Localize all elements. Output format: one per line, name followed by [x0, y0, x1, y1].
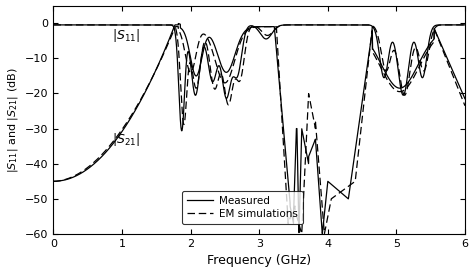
- Line: Measured: Measured: [54, 25, 465, 131]
- EM simulations: [151, 23, 156, 26]
- Text: |$S_{11}$|: |$S_{11}$|: [112, 27, 140, 44]
- EM simulations: [148, 23, 154, 26]
- Measured: [462, 23, 468, 26]
- EM simulations: [146, 23, 152, 26]
- EM simulations: [206, 54, 211, 57]
- EM simulations: [51, 23, 56, 26]
- EM simulations: [181, 123, 187, 126]
- Text: |$S_{21}$|: |$S_{21}$|: [112, 131, 140, 148]
- EM simulations: [235, 79, 241, 82]
- EM simulations: [462, 23, 468, 26]
- Measured: [151, 23, 156, 26]
- Y-axis label: |$S_{11}$| and |$S_{21}$| (dB): |$S_{11}$| and |$S_{21}$| (dB): [6, 67, 19, 173]
- Measured: [235, 74, 241, 77]
- Measured: [148, 23, 154, 26]
- Measured: [459, 23, 465, 26]
- Measured: [206, 64, 211, 68]
- EM simulations: [459, 23, 465, 26]
- Line: EM simulations: EM simulations: [54, 25, 465, 124]
- Measured: [179, 129, 184, 132]
- X-axis label: Frequency (GHz): Frequency (GHz): [207, 254, 311, 268]
- Measured: [51, 23, 56, 26]
- Legend: Measured, EM simulations: Measured, EM simulations: [182, 191, 303, 224]
- Measured: [146, 23, 152, 26]
